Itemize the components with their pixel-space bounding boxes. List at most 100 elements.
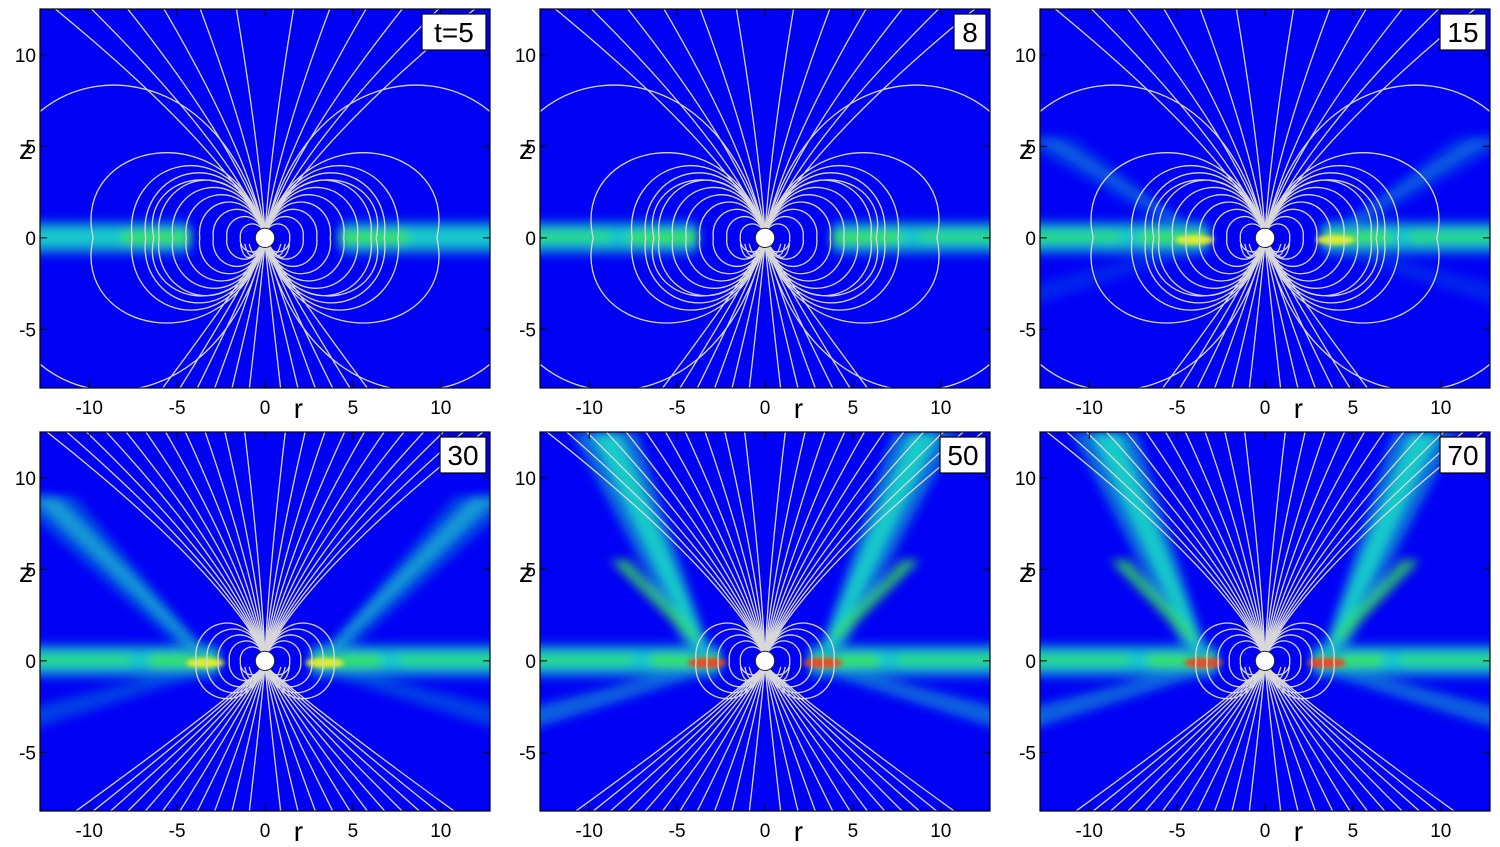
hot-spot <box>1184 657 1223 668</box>
x-tick-label: 10 <box>930 398 951 419</box>
open-line-up <box>764 9 940 234</box>
open-line-down <box>1179 242 1266 388</box>
time-label-box <box>953 13 987 51</box>
open-line-up <box>704 432 766 656</box>
dipole-loop <box>671 186 766 289</box>
outer-loop <box>764 179 879 297</box>
open-line-up <box>764 9 867 234</box>
dipole-loop <box>1185 194 1266 282</box>
x-axis-label: r <box>794 816 803 847</box>
open-line-up <box>744 432 766 656</box>
y-tick-label: -5 <box>19 743 36 764</box>
dipole-loop <box>764 194 845 282</box>
y-tick-label: -5 <box>519 743 536 764</box>
density-field <box>40 496 490 727</box>
open-line-down <box>696 242 766 388</box>
star <box>1254 650 1276 672</box>
lower-stream <box>1040 247 1195 304</box>
hot-spots <box>1175 234 1355 245</box>
disk-inner <box>627 231 699 245</box>
open-line-up <box>684 432 766 656</box>
outer-loop <box>1264 84 1490 388</box>
x-tick-label: 5 <box>1348 821 1359 842</box>
open-line-up <box>764 432 945 657</box>
x-axis-label: r <box>294 816 303 847</box>
open-line-up <box>264 9 367 234</box>
foot-loop <box>767 243 791 258</box>
open-line-down <box>1264 665 1403 811</box>
open-line-down <box>74 665 266 811</box>
disk-band <box>1400 654 1490 666</box>
x-tick-label: 0 <box>1260 821 1271 842</box>
dipole-loop <box>195 622 266 700</box>
disk-band <box>40 654 132 666</box>
dipole-loop <box>764 186 859 289</box>
dipole-loop <box>1130 164 1266 311</box>
outer-loop <box>1090 152 1266 324</box>
x-tick-label: -5 <box>169 398 186 419</box>
open-line-up <box>1105 432 1266 657</box>
open-line-down <box>764 665 956 811</box>
x-tick-label: -5 <box>1169 398 1186 419</box>
dipole-loop <box>1264 172 1386 304</box>
disk-inner <box>120 231 192 245</box>
open-line-up <box>1164 432 1266 657</box>
y-tick-label: 5 <box>25 137 36 158</box>
dipole-loop <box>130 164 266 311</box>
dipole-loop <box>764 172 886 304</box>
open-line-up <box>264 9 295 233</box>
y-tick-label: 5 <box>525 137 536 158</box>
open-line-down <box>264 665 316 811</box>
open-line-up <box>625 432 766 657</box>
open-line-down <box>264 242 351 388</box>
open-line-down <box>264 665 351 811</box>
x-tick-label: 0 <box>260 821 271 842</box>
open-line-up <box>1264 9 1440 234</box>
outflow-core <box>590 432 709 652</box>
open-line-down <box>661 242 766 388</box>
open-line-up <box>264 432 405 657</box>
dipole-loop <box>1264 208 1318 268</box>
open-line-down <box>1264 665 1369 811</box>
dipole-loop <box>726 216 766 260</box>
open-line-down <box>1196 665 1266 811</box>
time-label-box <box>1439 13 1487 51</box>
x-tick-label: 0 <box>260 398 271 419</box>
outflow-core <box>323 496 490 652</box>
open-line-down <box>1264 665 1386 811</box>
foot-loop <box>1267 243 1291 258</box>
x-tick-label: -5 <box>669 821 686 842</box>
open-line-down <box>748 242 766 388</box>
open-line-up <box>1264 432 1286 656</box>
open-line-down <box>214 242 266 388</box>
dipole-loop <box>1264 164 1400 311</box>
outer-loop <box>1264 152 1440 324</box>
dipole-loop <box>1144 172 1266 304</box>
open-line-up <box>54 9 266 234</box>
open-line-down <box>1264 242 1334 388</box>
open-line-down <box>1264 242 1351 388</box>
dipole-loop <box>695 622 766 700</box>
outflow-bright <box>1110 560 1199 639</box>
disk-band <box>540 654 634 666</box>
open-line-up <box>1264 432 1405 657</box>
dipole-loop <box>712 208 766 268</box>
time-label: 15 <box>1447 17 1478 48</box>
open-line-down <box>179 242 266 388</box>
open-line-down <box>731 242 766 388</box>
open-line-up <box>264 432 306 656</box>
y-axis-label: z <box>519 134 533 165</box>
open-line-up <box>65 432 266 657</box>
plot-area <box>1040 9 1490 388</box>
outflow-bright <box>828 560 920 639</box>
open-line-down <box>264 665 282 811</box>
open-line-down <box>1127 665 1266 811</box>
open-line-up <box>626 9 766 234</box>
dipole-loop <box>1199 201 1266 275</box>
open-line-down <box>661 665 766 811</box>
open-line-up <box>764 9 976 234</box>
background <box>1040 9 1490 388</box>
open-line-up <box>1264 9 1476 234</box>
time-label-box <box>939 436 987 474</box>
